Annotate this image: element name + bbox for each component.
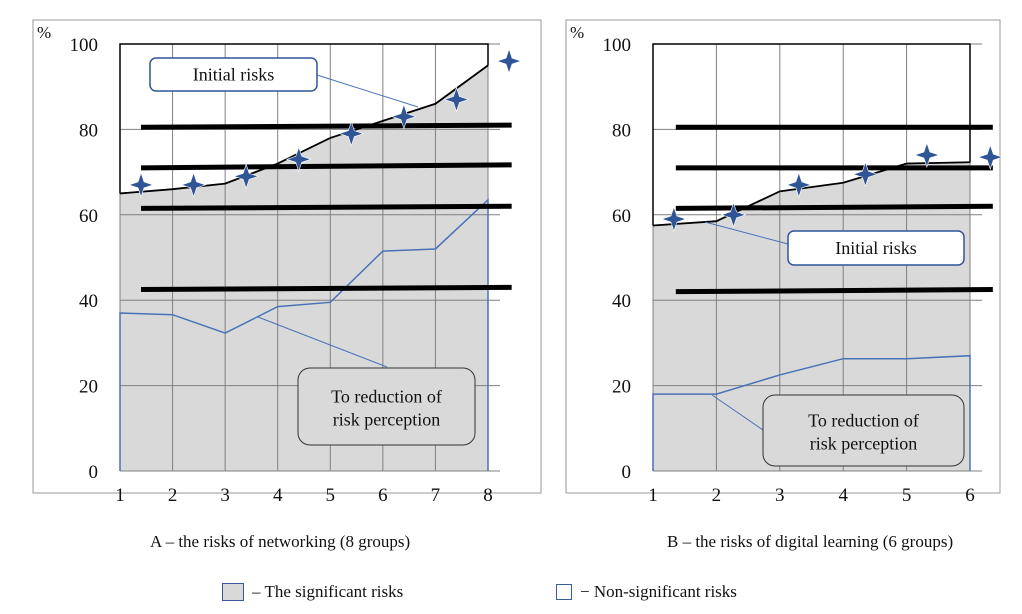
chart-a-threshold-line [141,284,512,293]
chart-a-xtick-label: 7 [431,485,441,506]
chart-a-ytick-label: 20 [79,377,98,398]
chart-a-ytick-label: 100 [70,35,99,56]
chart-b-initial-arrow [704,221,789,245]
chart-a-star-marker [233,163,260,190]
chart-b-ylabel: % [570,23,584,42]
chart-a-xtick-label: 8 [483,485,493,506]
chart-b-xtick-label: 4 [838,485,848,506]
chart-b-xtick-label: 6 [965,485,975,506]
chart-b-star-marker [785,171,812,198]
chart-b-non-significant-outline [652,43,971,226]
chart-b-reduction-callout-line2: risk perception [810,434,917,454]
chart-b-reduction-callout-line1: To reduction of [808,411,919,431]
chart-a-xtick-label: 6 [378,485,388,506]
chart-a-star-marker [128,171,154,198]
chart-b-threshold-line [675,203,993,211]
chart-a-ytick-label: 0 [89,462,99,483]
chart-b-xtick-label: 3 [775,485,785,506]
chart-b-ytick-label: 60 [612,206,631,227]
chart-a-star-marker [443,86,470,113]
chart-a-reduction-callout-box [297,367,476,446]
chart-a-star-marker [496,48,522,75]
chart-a-xtick-label: 2 [168,485,178,506]
chart-a-star-marker [285,146,312,173]
chart-a-reduction-callout-line1: To reduction of [331,387,442,407]
legend-swatch-gray [222,583,244,601]
chart-a-reduction-arrow [257,316,388,368]
chart-b-star-marker [660,206,687,233]
chart-b-xtick-label: 2 [712,485,722,506]
legend-label-non-significant: − Non-significant risks [580,582,737,601]
chart-a-xtick-label: 1 [115,485,125,506]
chart-b-initial-callout-text: Initial risks [835,238,917,258]
chart-a-threshold-line [141,162,512,171]
chart-b-ytick-label: 0 [622,462,632,483]
chart-a-star-marker [390,103,417,130]
chart-b-reduction-arrow [711,394,764,431]
chart-b-star-marker [977,144,1004,171]
chart-a-ylabel: % [37,23,51,42]
chart-b-xtick-label: 5 [902,485,912,506]
chart-b-ytick-label: 100 [603,35,632,56]
chart-a-threshold-line [141,122,512,130]
legend-label-significant: – The significant risks [252,582,404,601]
chart-a-reduction-callout-line2: risk perception [333,410,440,430]
chart-b-threshold-line [675,287,993,295]
chart-a-ytick-label: 60 [79,206,98,227]
chart-a-xtick-label: 3 [220,485,230,506]
chart-b-ytick-label: 80 [612,120,631,141]
chart-a-ytick-label: 80 [79,120,98,141]
caption-b: B – the risks of digital learning (6 gro… [667,532,954,551]
legend-non-significant: − Non-significant risks [556,582,737,602]
chart-a-xtick-label: 4 [273,485,283,506]
legend-significant: – The significant risks [222,582,403,602]
legend-swatch-white [556,584,572,600]
chart-b-initial-callout-box [787,230,965,266]
chart-a-xtick-label: 5 [326,485,336,506]
chart-b-star-marker [913,142,940,168]
chart-b-reduction-callout-box [762,394,965,467]
chart-a-initial-callout-text: Initial risks [193,65,275,85]
chart-b-reduced-risks-line [652,354,971,471]
chart-b-xtick-label: 1 [648,485,658,506]
chart-a-threshold-line [141,203,512,211]
chart-a-non-significant-outline [119,43,489,194]
caption-a: A – the risks of networking (8 groups) [150,532,411,551]
chart-b-star-marker [720,201,747,228]
chart-a-ytick-label: 40 [79,291,98,312]
chart-a-reduced-risks-line [119,198,489,471]
chart-a-initial-risks-line [119,64,489,195]
chart-a-star-marker [338,120,365,147]
chart-b-star-marker [852,161,879,188]
chart-a-initial-arrow [316,74,419,108]
chart-b-ytick-label: 40 [612,291,631,312]
chart-a-star-marker [180,171,207,198]
chart-a-initial-callout-box [149,57,318,92]
chart-b-ytick-label: 20 [612,377,631,398]
